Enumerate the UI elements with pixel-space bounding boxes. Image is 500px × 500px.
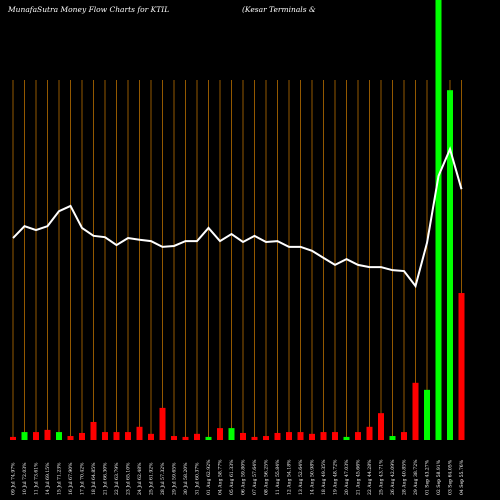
x-labels: 09 Jul 74.97% 10 Jul 72.03% 11 Jul 73.61% 1… <box>11 459 466 495</box>
bar <box>389 436 396 440</box>
bar <box>378 413 384 440</box>
bar <box>205 436 212 440</box>
x-tick-label: 18 Aug 49.35% <box>321 459 327 495</box>
x-tick-label: 28 Aug 40.85% <box>402 459 408 495</box>
bar <box>355 432 361 440</box>
x-tick-label: 18 Jul 64.85% <box>91 462 97 495</box>
bar <box>21 432 28 440</box>
x-tick-label: 01 Sep 43.27% <box>425 459 431 495</box>
x-tick-label: 17 Jul 70.42% <box>80 462 86 495</box>
bar <box>447 90 453 440</box>
chart-subtitle: (Kesar Terminals & <box>242 5 316 14</box>
bar <box>320 432 327 440</box>
bar <box>182 436 189 440</box>
x-tick-label: 21 Jul 66.30% <box>103 462 109 495</box>
x-tick-label: 23 Jul 65.10% <box>126 462 132 495</box>
bar <box>274 432 281 440</box>
bar <box>343 436 350 440</box>
bar <box>33 432 39 440</box>
bar <box>217 428 223 440</box>
bar <box>159 407 166 440</box>
bar <box>10 436 16 440</box>
bar <box>90 421 97 440</box>
x-tick-label: 25 Jul 61.92% <box>149 462 155 495</box>
x-tick-label: 05 Aug 61.33% <box>229 459 235 495</box>
bar <box>171 436 177 440</box>
x-tick-label: 15 Jul 71.23% <box>57 462 63 495</box>
x-tick-label: 12 Aug 54.18% <box>287 459 293 495</box>
x-tick-label: 04 Aug 58.77% <box>218 459 224 495</box>
x-tick-label: 07 Aug 57.64% <box>252 459 258 495</box>
bar <box>148 433 154 440</box>
x-tick-label: 10 Jul 72.03% <box>22 462 28 495</box>
bar <box>309 433 315 440</box>
x-tick-label: 22 Aug 44.28% <box>367 459 373 495</box>
x-tick-label: 09 Jul 74.97% <box>11 462 17 495</box>
x-tick-label: 14 Aug 50.98% <box>310 459 316 495</box>
x-tick-label: 20 Aug 47.03% <box>344 459 350 495</box>
bar <box>67 436 74 440</box>
bar <box>125 432 131 440</box>
bar <box>136 426 143 440</box>
bar <box>435 0 442 440</box>
x-tick-label: 02 Sep 58.91% <box>436 459 442 495</box>
bar <box>113 432 120 440</box>
x-tick-label: 11 Aug 55.84% <box>275 459 281 495</box>
x-tick-label: 29 Jul 59.65% <box>172 462 178 495</box>
bar <box>263 436 269 440</box>
line-layer <box>12 146 463 289</box>
bar <box>44 429 51 440</box>
bar <box>251 436 258 440</box>
bar <box>102 432 108 440</box>
x-tick-label: 04 Sep 55.76% <box>459 459 465 495</box>
bar <box>401 432 407 440</box>
chart-title: MunafaSutra Money Flow Charts for KTIL <box>7 5 169 14</box>
bar <box>286 432 292 440</box>
bar <box>366 426 373 440</box>
x-tick-label: 22 Jul 63.79% <box>114 462 120 495</box>
x-tick-label: 29 Aug 38.72% <box>413 459 419 495</box>
x-tick-label: 19 Aug 48.72% <box>333 459 339 495</box>
x-tick-label: 03 Sep 64.05% <box>448 459 454 495</box>
x-tick-label: 24 Jul 62.48% <box>137 462 143 495</box>
bar <box>240 432 246 440</box>
grid <box>12 80 462 440</box>
x-tick-label: 21 Aug 45.66% <box>356 459 362 495</box>
bar <box>56 432 62 440</box>
x-tick-label: 06 Aug 59.80% <box>241 459 247 495</box>
x-tick-label: 08 Aug 56.25% <box>264 459 270 495</box>
bar <box>458 293 465 440</box>
bars <box>10 0 465 440</box>
bar <box>332 432 338 440</box>
bar <box>194 433 200 440</box>
x-tick-label: 01 Aug 62.92% <box>206 459 212 495</box>
bar <box>424 389 430 440</box>
bar <box>79 432 85 440</box>
x-tick-label: 30 Jul 58.20% <box>183 462 189 495</box>
bar <box>228 428 235 440</box>
x-tick-label: 26 Aug 42.09% <box>390 459 396 495</box>
x-tick-label: 13 Aug 52.64% <box>298 459 304 495</box>
bar <box>412 382 419 440</box>
x-tick-label: 28 Jul 57.32% <box>160 462 166 495</box>
x-tick-label: 25 Aug 43.71% <box>379 459 385 495</box>
bar <box>297 432 304 440</box>
x-tick-label: 14 Jul 69.15% <box>45 462 51 495</box>
x-tick-label: 31 Jul 60.37% <box>195 462 201 495</box>
x-tick-label: 16 Jul 67.90% <box>68 462 74 495</box>
money-flow-line <box>12 146 463 289</box>
x-tick-label: 11 Jul 73.61% <box>34 462 40 495</box>
